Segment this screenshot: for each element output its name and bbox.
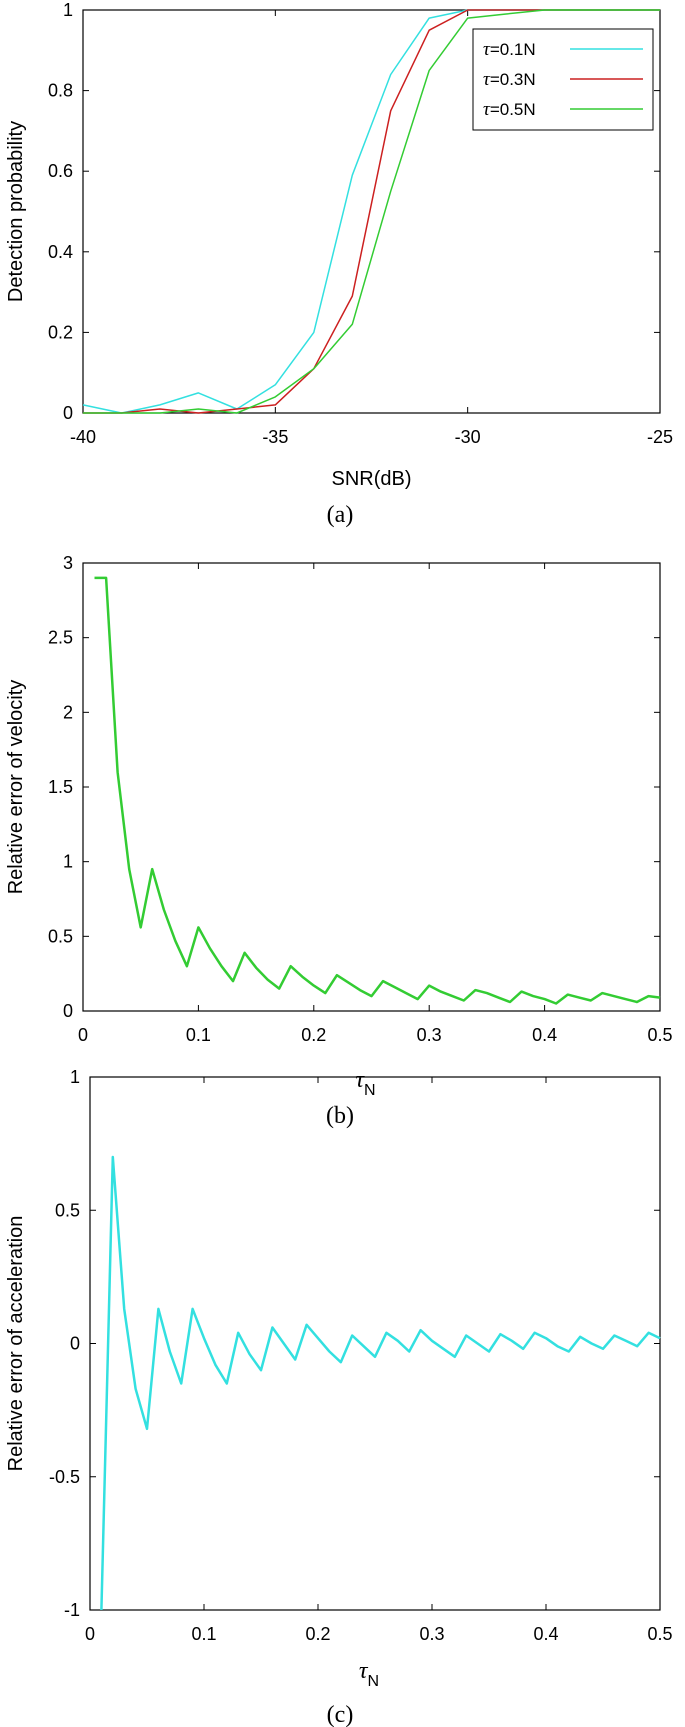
x-tick-label: 0.5: [647, 1624, 672, 1644]
y-tick-label: 0: [63, 403, 73, 423]
series-line-3: [83, 9, 660, 414]
y-tick-label: 0.8: [48, 81, 73, 101]
legend: τ=0.1Nτ=0.3Nτ=0.5N: [472, 28, 654, 131]
x-axis-label: SNR(dB): [331, 468, 411, 490]
y-tick-label: 0.2: [48, 322, 73, 342]
x-axis-label: τN: [355, 1067, 375, 1099]
chart-caption: (a): [327, 502, 354, 528]
x-tick-label: -25: [647, 427, 673, 447]
y-tick-label: 1: [63, 0, 73, 20]
x-tick-label: -30: [455, 427, 481, 447]
x-axis-label-subscript: N: [364, 1082, 376, 1099]
x-axis-label-subscript: N: [368, 1673, 380, 1690]
chart-1: -40 -35 -30 -25 0 0.2 0.4 0.6 0.8 1 SNR(dB) Detecti…: [5, 0, 673, 528]
y-tick-label: 0.6: [48, 161, 73, 181]
y-tick-label: 0: [70, 1334, 80, 1354]
y-tick-label: -1: [64, 1600, 80, 1620]
x-tick-label: 0.3: [417, 1025, 442, 1045]
legend-entry-text: =0.5N: [490, 100, 536, 119]
x-tick-label: 0.5: [647, 1025, 672, 1045]
y-axis-label: Relative error of acceleration: [5, 1216, 27, 1472]
x-tick-label: 0.2: [305, 1624, 330, 1644]
legend-entry-text: =0.3N: [490, 70, 536, 89]
y-tick-label: 0.5: [48, 926, 73, 946]
legend-entry-symbol: τ: [483, 39, 491, 60]
x-tick-label: 0: [85, 1624, 95, 1644]
y-tick-label: 3: [63, 553, 73, 573]
y-axis-label: Detection probability: [5, 121, 27, 302]
x-tick-label: -35: [262, 427, 288, 447]
y-axis-label: Relative error of velocity: [5, 680, 27, 895]
y-tick-label: 2: [63, 702, 73, 722]
y-tick-label: 0.4: [48, 242, 73, 262]
legend-entry-label: τ=0.3N: [483, 69, 536, 90]
chart-caption: (c): [327, 1702, 354, 1727]
y-tick-label: 1.5: [48, 777, 73, 797]
legend-entry-symbol: τ: [483, 99, 491, 120]
x-axis-label-symbol: τ: [355, 1067, 365, 1093]
plot-frame: [82, 562, 661, 1012]
x-tick-label: 0.1: [191, 1624, 216, 1644]
y-tick-label: -0.5: [49, 1467, 80, 1487]
y-tick-label: 1: [70, 1067, 80, 1087]
x-tick-label: 0.1: [186, 1025, 211, 1045]
x-tick-label: 0.2: [301, 1025, 326, 1045]
x-axis-label-symbol: τ: [359, 1658, 369, 1684]
y-tick-label: 0: [63, 1001, 73, 1021]
x-tick-label: 0.4: [532, 1025, 557, 1045]
y-tick-label: 0.5: [55, 1200, 80, 1220]
x-tick-label: 0.3: [419, 1624, 444, 1644]
y-tick-label: 2.5: [48, 628, 73, 648]
series-line-1: [94, 576, 661, 1005]
legend-entry-text: =0.1N: [490, 40, 536, 59]
series-line-1: [100, 1155, 661, 1611]
legend-entry-label: τ=0.1N: [483, 39, 536, 60]
x-tick-label: 0.4: [533, 1624, 558, 1644]
chart-caption: (b): [326, 1103, 354, 1129]
legend-entry-label: τ=0.5N: [483, 99, 536, 120]
plot-frame: [82, 9, 661, 414]
x-tick-label: -40: [70, 427, 96, 447]
x-axis-label: τN: [359, 1658, 379, 1690]
chart-2: 0 0.1 0.2 0.3 0.4 0.5 0 0.5 1 1.5 2 2.5 3 τN Relative …: [5, 553, 673, 1129]
legend-entry-symbol: τ: [483, 69, 491, 90]
y-tick-label: 1: [63, 852, 73, 872]
x-tick-label: 0: [78, 1025, 88, 1045]
